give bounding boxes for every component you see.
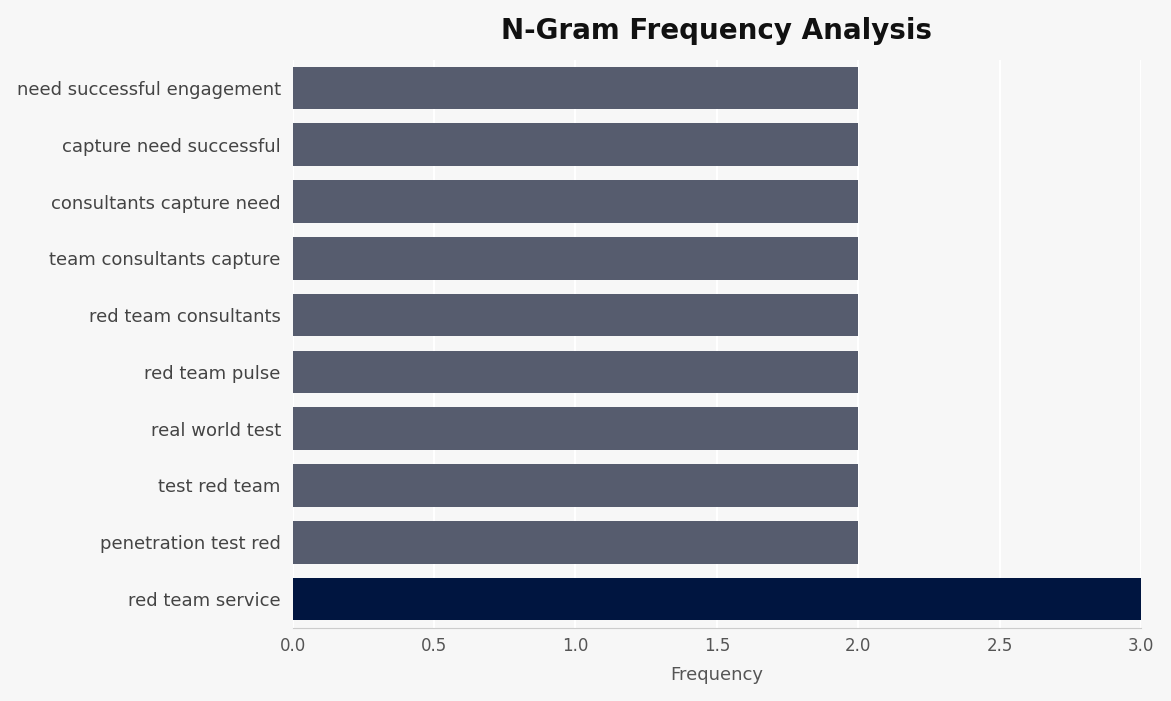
Title: N-Gram Frequency Analysis: N-Gram Frequency Analysis	[501, 17, 932, 45]
Bar	[293, 294, 858, 336]
Bar	[293, 67, 858, 109]
Bar	[293, 578, 1142, 620]
Bar	[293, 350, 858, 393]
Bar	[293, 464, 858, 507]
Bar	[293, 521, 858, 564]
Bar	[293, 237, 858, 280]
Bar	[293, 407, 858, 450]
X-axis label: Frequency: Frequency	[670, 667, 763, 684]
Bar	[293, 123, 858, 166]
Bar	[293, 180, 858, 223]
